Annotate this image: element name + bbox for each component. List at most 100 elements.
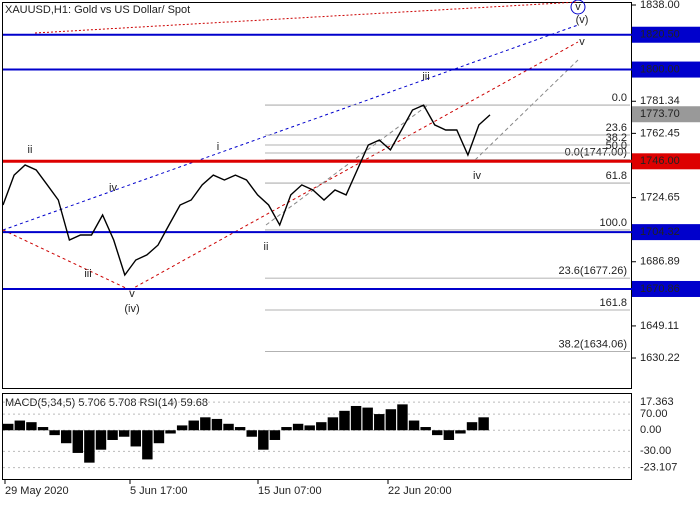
trendline [265,104,429,226]
fib-label: 61.8 [606,170,627,182]
level-label-box [632,280,700,297]
indicator-tick-label: 0.00 [640,424,661,436]
y-tick-label: 1649.11 [640,320,679,332]
wave-label: iv [473,170,481,182]
level-label: 1746.00 [640,155,680,167]
macd-bar [107,430,118,440]
macd-bar [60,430,72,444]
level-label: 1820.50 [640,29,680,41]
wave-label: v [579,36,585,48]
level-label: 1704.32 [640,226,680,238]
trendlines [2,1,579,291]
macd-bar [165,430,176,434]
macd-bar [130,430,141,447]
macd-bar [95,430,107,450]
level-label-box [632,26,700,43]
macd-bar [408,420,420,431]
macd-bar [420,427,431,431]
y-tick-label: 1762.45 [640,127,680,139]
macd-bar [292,423,304,431]
wave-label: i [217,141,219,153]
y-tick-label: 1686.89 [640,256,680,268]
macd-bar [49,430,60,436]
wave-label: iii [422,71,429,83]
wave-label: ii [264,241,269,253]
macd-bar [84,430,95,463]
x-tick-label: 15 Jun 07:00 [258,485,322,497]
macd-bar [374,414,385,431]
macd-bar [118,430,130,437]
macd-bar [281,427,292,431]
macd-bar [350,405,362,431]
wave-label: v [129,288,135,300]
macd-bar [443,430,455,440]
macd-bar [478,417,489,431]
macd-bar [188,420,199,431]
macd-bar [211,418,223,431]
level-label-box [632,153,700,170]
macd-bar [200,417,211,431]
indicator-tick-label: -23.107 [640,462,677,474]
indicator-tick-label: 17.363 [640,396,674,408]
level-label-box [632,224,700,241]
y-tick-label: 1781.34 [640,95,680,107]
macd-bar [316,422,327,431]
y-tick-label: 1630.22 [640,352,680,364]
level-label: 1800.00 [640,63,680,75]
level-label-box [632,106,700,123]
chart-title: XAUUSD,H1: Gold vs US Dollar/ Spot [5,4,190,16]
x-tick-label: 29 May 2020 [5,485,69,497]
trendline [129,41,579,291]
y-tick-label: 1724.65 [640,191,680,203]
macd-bar [223,423,234,431]
level-label: 1670.86 [640,283,680,295]
macd-bar [26,422,37,431]
wave-label: (iv) [124,303,139,315]
macd-bar [269,430,281,440]
price-line [2,104,491,277]
macd-bar [339,410,350,431]
macd-bar [385,409,397,431]
wave-circle [570,0,586,15]
wave-label: ii [28,144,33,156]
fib-label: 50.0 [606,140,627,152]
macd-bar [304,425,315,431]
level-label: 1773.70 [640,108,680,120]
macd-bar [14,420,26,431]
indicator-frame [2,393,632,480]
indicator-title: MACD(5,34,5) 5.706 5.708 RSI(14) 59.68 [5,397,208,409]
macd-bar [397,404,408,431]
macd-bar [432,430,443,436]
macd-bar [258,430,269,450]
fib-label: 23.6(1677.26) [559,265,628,277]
x-tick-label: 5 Jun 17:00 [130,485,188,497]
wave-label: iv [109,182,117,194]
indicator-tick-label: 70.00 [640,408,668,420]
macd-bar [234,427,246,431]
wave-label: (v) [576,14,589,26]
indicator-tick-label: -30.00 [640,445,671,457]
macd-bar [142,430,153,460]
macd-bar [246,430,257,437]
wave-label: iii [84,268,91,280]
wave-label: v [575,1,581,13]
fib-label: 0.0 [612,92,627,104]
trendline [474,59,579,161]
macd-bar [362,407,373,431]
macd-bar [466,422,478,431]
macd-bar [153,430,165,444]
y-tick-label: 1838.00 [640,0,680,11]
macd-bar [3,423,14,431]
level-label-box [632,61,700,78]
fib-label: 23.6 [606,122,627,134]
fib-label: 38.2 [606,132,627,144]
x-tick-label: 22 Jun 20:00 [388,485,452,497]
fib-label: 100.0 [599,217,627,229]
fib-label: 0.0(1747.00) [565,147,627,159]
macd-bar [72,430,84,453]
macd-bar [37,427,49,431]
fib-label: 161.8 [599,297,627,309]
trendline [34,1,579,34]
